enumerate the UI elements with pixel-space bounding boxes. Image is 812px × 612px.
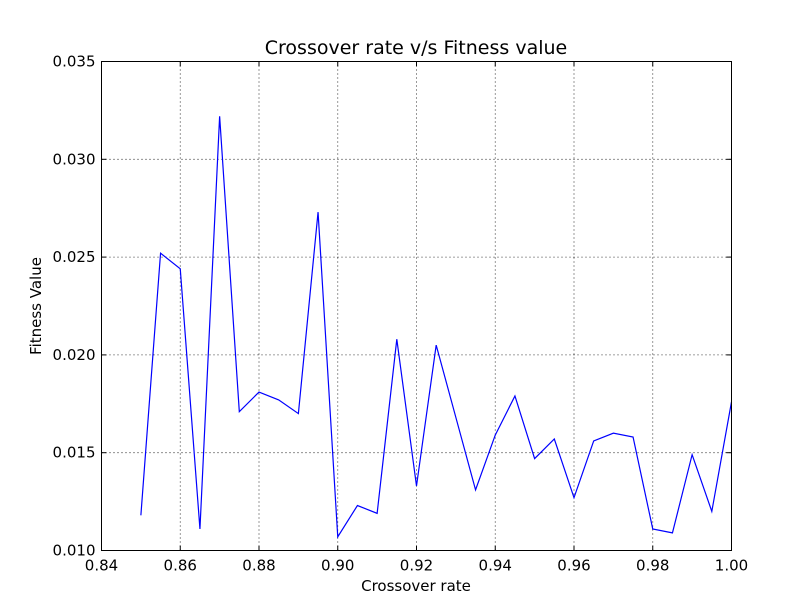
- y-tick-label: 0.035: [53, 53, 96, 71]
- x-tick-label: 1.00: [715, 557, 748, 575]
- x-tick-label: 0.94: [479, 557, 512, 575]
- plot-frame: [101, 61, 732, 551]
- x-tick-label: 0.88: [242, 557, 275, 575]
- y-tick-label: 0.025: [53, 248, 96, 266]
- y-tick-label: 0.010: [53, 542, 96, 560]
- x-tick-label: 0.90: [321, 557, 354, 575]
- series-line: [140, 116, 733, 539]
- y-axis-label: Fitness Value: [27, 257, 45, 355]
- x-tick-label: 0.96: [557, 557, 590, 575]
- chart-title: Crossover rate v/s Fitness value: [265, 37, 567, 59]
- y-tick-label: 0.020: [53, 346, 96, 364]
- ticks: 0.84 0.86 0.88 0.90 0.92 0.94 0.96 0.98 1.00 0.01…: [53, 53, 749, 575]
- x-tick-label: 0.98: [636, 557, 669, 575]
- x-axis-label: Crossover rate: [361, 577, 471, 595]
- y-tick-label: 0.015: [53, 444, 96, 462]
- y-tick-label: 0.030: [53, 150, 96, 168]
- x-tick-label: 0.86: [164, 557, 197, 575]
- series-layer: [140, 116, 733, 539]
- x-tick-label: 0.92: [400, 557, 433, 575]
- x-tick-label: 0.84: [85, 557, 118, 575]
